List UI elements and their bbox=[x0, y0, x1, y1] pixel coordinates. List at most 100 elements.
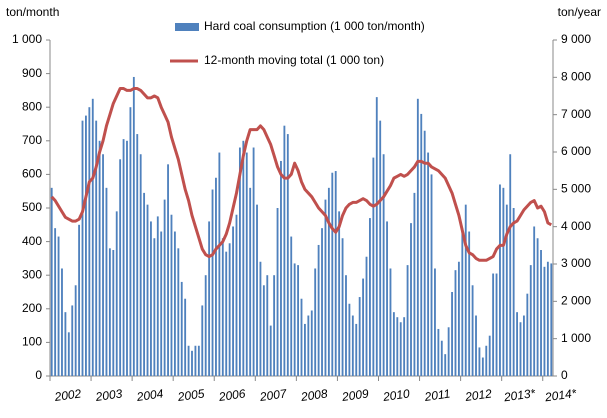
bar bbox=[249, 187, 252, 376]
bar bbox=[112, 250, 115, 376]
bar bbox=[358, 297, 361, 376]
bar bbox=[273, 275, 276, 376]
bar bbox=[468, 231, 471, 376]
bar bbox=[119, 159, 122, 376]
y2-tick-label: 8 000 bbox=[561, 70, 591, 84]
bar bbox=[129, 107, 132, 376]
bar bbox=[375, 97, 378, 377]
y2-axis-title: ton/year bbox=[558, 5, 601, 19]
bar bbox=[173, 231, 176, 376]
bar bbox=[512, 208, 515, 376]
bar bbox=[416, 98, 419, 377]
bar bbox=[519, 322, 522, 376]
x-tick-label: 2010 bbox=[381, 386, 411, 404]
bar bbox=[61, 268, 63, 376]
bar bbox=[348, 303, 351, 376]
bar bbox=[286, 134, 289, 376]
bar bbox=[256, 204, 258, 376]
bar bbox=[300, 298, 303, 376]
bar bbox=[392, 312, 395, 376]
y2-tick-label: 9 000 bbox=[561, 32, 591, 46]
bar bbox=[314, 268, 317, 376]
bar bbox=[67, 332, 70, 376]
bar bbox=[269, 325, 272, 376]
x-tick-label: 2002 bbox=[53, 386, 83, 404]
bar bbox=[85, 115, 87, 376]
bar bbox=[485, 345, 488, 376]
bar bbox=[379, 120, 382, 376]
bar bbox=[208, 221, 211, 376]
bar bbox=[440, 340, 443, 376]
x-tick-label: 2013* bbox=[502, 386, 536, 404]
y-tick-label: 300 bbox=[22, 267, 42, 281]
bar bbox=[88, 107, 91, 376]
bar bbox=[437, 328, 440, 376]
bar bbox=[355, 323, 358, 376]
bar bbox=[225, 251, 228, 376]
bar bbox=[91, 98, 94, 377]
x-tick-label: 2011 bbox=[423, 386, 452, 404]
bar bbox=[242, 140, 245, 376]
bar bbox=[509, 154, 512, 376]
bar bbox=[238, 147, 241, 376]
bar bbox=[115, 211, 118, 376]
bar bbox=[280, 160, 282, 376]
bar bbox=[444, 354, 447, 376]
bar bbox=[488, 335, 491, 376]
y-axis-title: ton/month bbox=[6, 5, 59, 19]
x-tick-label: 2005 bbox=[176, 386, 206, 404]
y2-tick-label: 0 bbox=[561, 368, 568, 382]
bar bbox=[382, 154, 385, 376]
bar bbox=[471, 285, 474, 376]
bar bbox=[64, 312, 67, 376]
bar bbox=[447, 327, 450, 376]
bar bbox=[160, 231, 163, 376]
legend-label: 12-month moving total (1 000 ton) bbox=[204, 53, 384, 67]
bar bbox=[495, 273, 498, 376]
y2-tick-label: 1 000 bbox=[561, 331, 591, 345]
bar bbox=[386, 221, 388, 376]
bar bbox=[126, 140, 128, 376]
bar bbox=[283, 125, 286, 377]
x-tick-label: 2003 bbox=[94, 386, 124, 404]
bar bbox=[522, 315, 525, 376]
bar bbox=[457, 261, 460, 376]
bar bbox=[95, 120, 98, 376]
line bbox=[50, 87, 553, 262]
x-tick-label: 2009 bbox=[340, 386, 370, 404]
bar bbox=[235, 214, 238, 376]
bar bbox=[50, 187, 53, 376]
bar bbox=[365, 256, 368, 376]
bar bbox=[430, 174, 433, 376]
y-tick-label: 400 bbox=[22, 234, 42, 248]
bar bbox=[57, 236, 60, 376]
bar bbox=[146, 204, 149, 376]
bar bbox=[221, 238, 224, 376]
x-tick-label: 2008 bbox=[299, 386, 329, 404]
bar bbox=[536, 238, 539, 376]
bar bbox=[546, 261, 549, 376]
bar bbox=[317, 244, 320, 376]
bar bbox=[413, 192, 416, 376]
bar bbox=[499, 184, 501, 376]
bar bbox=[194, 345, 197, 376]
bar bbox=[321, 228, 323, 376]
bar bbox=[427, 152, 430, 376]
y2-tick-label: 2 000 bbox=[561, 294, 591, 308]
x-tick-label: 2012 bbox=[463, 386, 493, 404]
bar bbox=[259, 261, 262, 376]
bar bbox=[204, 275, 207, 376]
bar bbox=[351, 315, 354, 376]
bar bbox=[191, 350, 193, 376]
bar bbox=[341, 238, 344, 376]
bar bbox=[389, 268, 392, 376]
bar bbox=[324, 199, 327, 376]
y-tick-label: 900 bbox=[22, 66, 42, 80]
bar bbox=[533, 226, 536, 376]
y-tick-label: 500 bbox=[22, 200, 42, 214]
bar bbox=[310, 310, 313, 376]
bar bbox=[252, 147, 255, 376]
bar bbox=[180, 281, 183, 376]
x-tick-label: 2007 bbox=[258, 386, 289, 404]
bar bbox=[102, 154, 104, 376]
